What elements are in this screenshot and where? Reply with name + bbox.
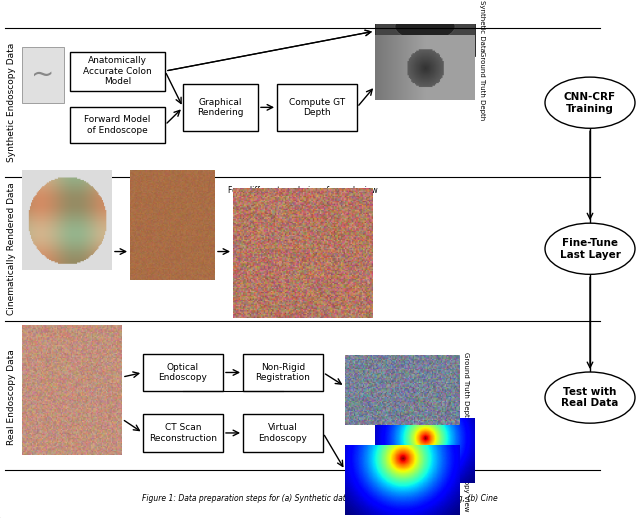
Text: Optical Endoscopy View: Optical Endoscopy View [463,428,469,512]
FancyBboxPatch shape [70,51,165,91]
Bar [375,0,475,56]
FancyBboxPatch shape [70,107,165,142]
Text: Virtual
Endoscopy: Virtual Endoscopy [259,423,307,443]
Text: Non-Rigid
Registration: Non-Rigid Registration [255,363,310,382]
FancyBboxPatch shape [243,354,323,391]
Text: Graphical
Rendering: Graphical Rendering [197,98,244,117]
Ellipse shape [545,223,635,275]
Text: Synthetic Data: Synthetic Data [479,1,485,52]
Ellipse shape [545,77,635,128]
Text: Synthetic Endoscopy Data: Synthetic Endoscopy Data [8,43,17,162]
Text: Pig Colon on Scaffold: Pig Colon on Scaffold [31,330,113,340]
Ellipse shape [545,372,635,423]
FancyBboxPatch shape [143,354,223,391]
Text: Fine-Tune
Last Layer: Fine-Tune Last Layer [559,238,620,260]
Text: Compute GT
Depth: Compute GT Depth [289,98,345,117]
FancyBboxPatch shape [143,414,223,452]
FancyBboxPatch shape [277,84,357,131]
Text: Test with
Real Data: Test with Real Data [561,387,619,408]
Ellipse shape [395,12,455,40]
Text: CT Scan
Reconstruction: CT Scan Reconstruction [149,423,217,443]
FancyBboxPatch shape [243,414,323,452]
Text: Reconstructed CT
Density: Reconstructed CT Density [33,189,100,209]
Text: Four different renderings for each view: Four different renderings for each view [228,186,378,195]
Text: Anatomically
Accurate Colon
Model: Anatomically Accurate Colon Model [83,56,152,86]
FancyBboxPatch shape [183,84,258,131]
Text: Optical
Endoscopy: Optical Endoscopy [159,363,207,382]
Text: Real Endoscopy Data: Real Endoscopy Data [8,350,17,445]
Text: Ground Truth Depth: Ground Truth Depth [479,51,485,121]
Text: Cinemat ically
rendered colon: Cinemat ically rendered colon [144,189,202,209]
Text: Forward Model
of Endoscope: Forward Model of Endoscope [84,116,150,135]
Text: Cinematically Rendered Data: Cinematically Rendered Data [8,182,17,315]
Text: CNN-CRF
Training: CNN-CRF Training [564,92,616,113]
Text: Figure 1: Data preparation steps for (a) Synthetic data generation for Initial t: Figure 1: Data preparation steps for (a)… [142,494,498,502]
Text: Ground Truth Depth: Ground Truth Depth [463,352,469,421]
Bar [22,47,64,103]
Text: ~: ~ [31,61,54,89]
